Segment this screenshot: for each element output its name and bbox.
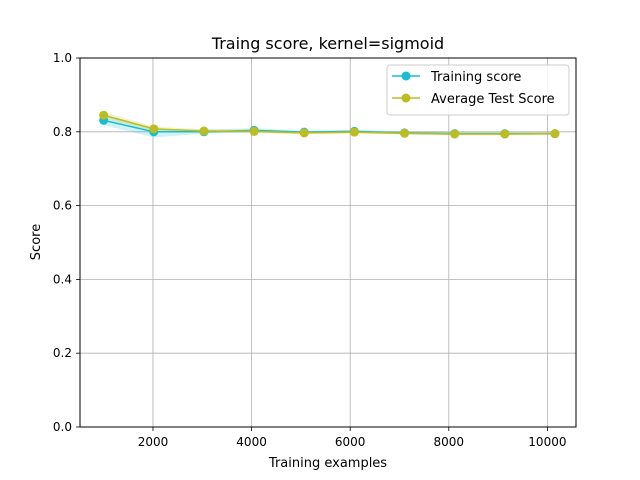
line-average-test-score bbox=[103, 114, 555, 135]
chart-title: Traing score, kernel=sigmoid bbox=[211, 34, 444, 53]
legend-label-training-score: Training score bbox=[430, 70, 521, 85]
x-tick-label: 6000 bbox=[335, 435, 366, 449]
y-axis-label: Score bbox=[29, 224, 44, 260]
point-average-test-score bbox=[299, 128, 309, 138]
point-average-test-score bbox=[450, 129, 460, 139]
x-axis-label: Training examples bbox=[268, 456, 387, 471]
axis-ticks: 2000 4000 6000 8000 10000 0.0 0.2 0.4 0.6 0.8 1.0 bbox=[53, 51, 567, 449]
y-tick-label: 0.2 bbox=[53, 346, 72, 360]
legend-marker-average-test-score bbox=[401, 93, 411, 103]
x-tick-label: 10000 bbox=[528, 435, 566, 449]
point-average-test-score bbox=[149, 124, 159, 134]
point-average-test-score bbox=[349, 127, 359, 137]
plot-area bbox=[79, 57, 577, 428]
point-average-test-score bbox=[550, 129, 560, 139]
point-average-test-score bbox=[400, 128, 410, 138]
legend: Training score Average Test Score bbox=[386, 64, 570, 116]
point-average-test-score bbox=[249, 126, 259, 136]
legend-label-average-test-score: Average Test Score bbox=[431, 92, 555, 107]
band-average-test-score bbox=[103, 111, 555, 136]
x-tick-label: 4000 bbox=[236, 435, 267, 449]
y-tick-label: 1.0 bbox=[53, 51, 72, 65]
y-tick-label: 0.8 bbox=[53, 125, 72, 139]
x-tick-label: 8000 bbox=[434, 435, 465, 449]
y-tick-label: 0.4 bbox=[53, 272, 72, 286]
point-average-test-score bbox=[500, 129, 510, 139]
legend-marker-training-score bbox=[401, 71, 411, 81]
x-tick-label: 2000 bbox=[138, 435, 169, 449]
point-average-test-score bbox=[199, 126, 209, 136]
point-average-test-score bbox=[99, 110, 109, 120]
y-tick-label: 0.0 bbox=[53, 420, 72, 434]
y-tick-label: 0.6 bbox=[53, 199, 72, 213]
legend-box bbox=[386, 64, 570, 116]
series-lines bbox=[103, 114, 555, 135]
series-points bbox=[99, 110, 560, 139]
